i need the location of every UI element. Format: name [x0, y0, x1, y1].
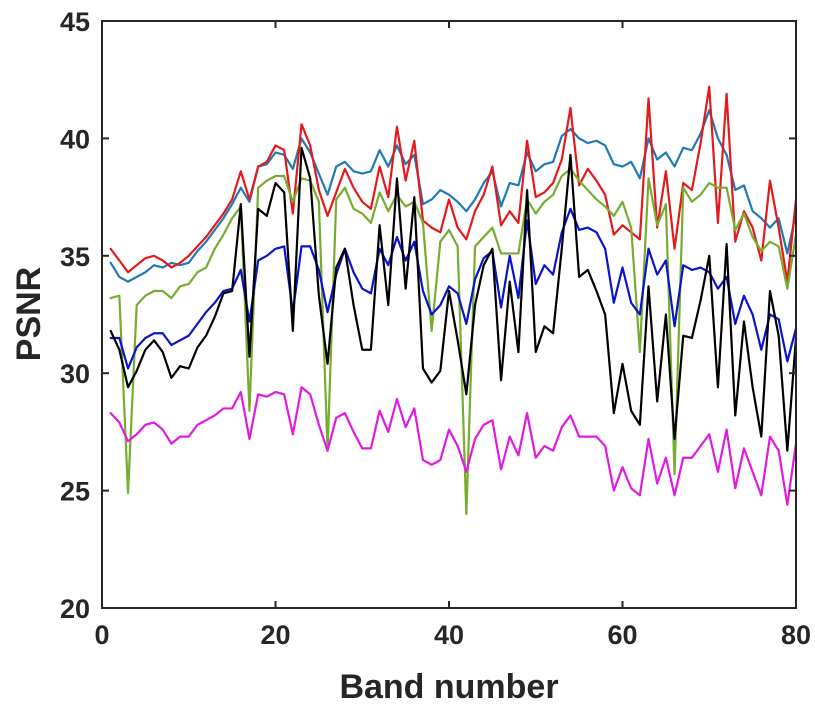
- x-tick-label-80: 80: [781, 620, 811, 650]
- series-line-2: [109, 85, 798, 283]
- x-tick-label-40: 40: [434, 620, 464, 650]
- series-line-6: [109, 386, 798, 506]
- y-axis-label: PSNR: [10, 267, 48, 361]
- y-tick-label-20: 20: [60, 594, 90, 624]
- series-line-4: [109, 207, 798, 370]
- y-tick-label-35: 35: [60, 242, 90, 272]
- tick-layer: [101, 20, 797, 609]
- y-tick-label-45: 45: [60, 7, 90, 37]
- y-tick-label-40: 40: [60, 124, 90, 154]
- x-tick-label-60: 60: [607, 620, 637, 650]
- series-line-1: [109, 109, 798, 283]
- y-tick-label-30: 30: [60, 359, 90, 389]
- y-tick-label-25: 25: [60, 477, 90, 507]
- x-tick-label-0: 0: [94, 620, 109, 650]
- x-axis-label: Band number: [339, 668, 558, 706]
- series-line-5: [109, 146, 798, 452]
- series-line-3: [109, 167, 798, 516]
- series-layer: [109, 85, 798, 516]
- x-tick-label-20: 20: [260, 620, 290, 650]
